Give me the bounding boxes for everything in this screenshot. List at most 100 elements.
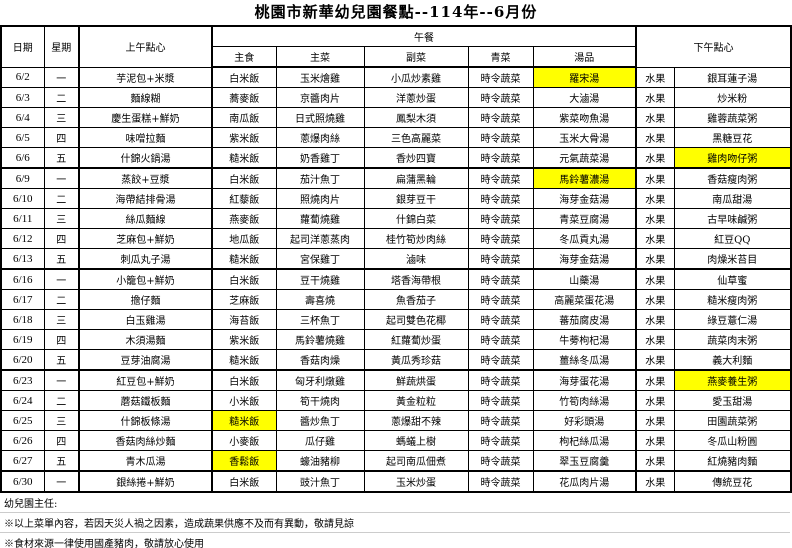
cell-soup: 羅宋湯 [532,66,637,88]
table-row: 6/13 五刺瓜丸子湯 糙米飯 宮保雞丁 滷味 時令蔬菜 海芽金菇湯 水果 肉燥米苔目 [0,248,792,270]
cell-weekday: 五 [43,349,80,371]
cell-side-dish: 起司雙色花椰 [363,309,469,330]
header-lunch: 午餐 [210,25,637,47]
menu-table: 日期 星期 上午點心 午餐 下午點心 主食 主菜 副菜 青菜 湯品 6/2 一芋泥… [0,25,792,493]
table-row: 6/5 四味噌拉麵 紫米飯 蔥爆肉絲 三色高麗菜 時令蔬菜 玉米大骨湯 水果 黑糖豆花 [0,127,792,148]
cell-morning-snack: 擔仔麵 [78,289,213,310]
cell-afternoon-snack: 香菇瘦肉粥 [673,167,792,189]
cell-vegetable: 時令蔬菜 [467,349,534,371]
cell-staple: 紅藜飯 [211,188,277,209]
table-row: 6/17 二擔仔麵 芝麻飯 壽喜燒 魚香茄子 時令蔬菜 高麗菜蛋花湯 水果 糙米瘦肉粥 [0,289,792,310]
header-morning-snack: 上午點心 [78,25,213,68]
table-row: 6/26 四香菇肉絲炒麵 小麥飯 瓜仔雞 螞蟻上樹 時令蔬菜 枸杞絲瓜湯 水果 冬瓜山粉圓 [0,430,792,451]
cell-vegetable: 時令蔬菜 [467,289,534,310]
cell-weekday: 五 [43,248,80,270]
table-row: 6/16 一小籠包+鮮奶 白米飯 豆干燒雞 塔香海帶根 時令蔬菜 山藥湯 水果 仙草蜜 [0,268,792,290]
cell-afternoon-snack: 綠豆薏仁湯 [673,309,792,330]
cell-afternoon-snack: 雞蓉蔬菜粥 [673,107,792,128]
table-row: 6/4 三慶生蛋糕+鮮奶 南瓜飯 日式照燒雞 鳳梨木須 時令蔬菜 紫菜吻魚湯 水果 雞蓉蔬菜粥 [0,107,792,128]
cell-soup: 海芽金菇湯 [532,248,637,270]
cell-side-dish: 銀芽豆干 [363,188,469,209]
cell-main-dish: 馬鈴薯燒雞 [275,329,365,350]
table-row: 6/19 四木須湯麵 紫米飯 馬鈴薯燒雞 紅蘿蔔炒蛋 時令蔬菜 牛蒡枸杞湯 水果 蔬菜肉末粥 [0,329,792,350]
cell-soup: 山藥湯 [532,268,637,290]
page-title: 桃園市新華幼兒園餐點--114年--6月份 [254,3,538,21]
cell-main-dish: 香菇肉燥 [275,349,365,371]
cell-morning-snack: 芋泥包+米漿 [78,66,213,88]
cell-main-dish: 壽喜燒 [275,289,365,310]
table-row: 6/11 三絲瓜麵線 燕麥飯 蘿蔔燒雞 什錦白菜 時令蔬菜 青菜豆腐湯 水果 古早味鹹粥 [0,208,792,229]
cell-fruit: 水果 [635,470,675,493]
cell-soup: 大滷湯 [532,87,637,108]
cell-main-dish: 起司洋蔥蒸肉 [275,228,365,249]
cell-weekday: 一 [43,470,80,493]
header-staple: 主食 [211,46,277,68]
header-date: 日期 [0,25,45,68]
cell-staple: 紫米飯 [211,329,277,350]
table-row: 6/23 一紅豆包+鮮奶 白米飯 匈牙利燉雞 鮮蔬烘蛋 時令蔬菜 海芽蛋花湯 水果 燕麥養生粥 [0,369,792,391]
cell-date: 6/17 [0,289,45,310]
cell-fruit: 水果 [635,228,675,249]
cell-main-dish: 蠔油豬柳 [275,450,365,472]
cell-vegetable: 時令蔬菜 [467,208,534,229]
cell-main-dish: 奶香雞丁 [275,147,365,169]
cell-date: 6/2 [0,66,45,88]
cell-afternoon-snack: 燕麥養生粥 [673,369,792,391]
cell-side-dish: 洋蔥炒蛋 [363,87,469,108]
cell-vegetable: 時令蔬菜 [467,450,534,472]
cell-morning-snack: 豆芽油腐湯 [78,349,213,371]
cell-soup: 薑絲冬瓜湯 [532,349,637,371]
cell-date: 6/26 [0,430,45,451]
cell-staple: 白米飯 [211,470,277,493]
cell-weekday: 四 [43,228,80,249]
cell-soup: 牛蒡枸杞湯 [532,329,637,350]
cell-side-dish: 桂竹筍炒肉絲 [363,228,469,249]
cell-staple: 糙米飯 [211,410,277,431]
cell-morning-snack: 絲瓜麵線 [78,208,213,229]
cell-vegetable: 時令蔬菜 [467,127,534,148]
cell-weekday: 一 [43,268,80,290]
cell-weekday: 一 [43,167,80,189]
cell-afternoon-snack: 黑糖豆花 [673,127,792,148]
cell-morning-snack: 芝麻包+鮮奶 [78,228,213,249]
table-row: 6/30 一銀絲捲+鮮奶 白米飯 豉汁魚丁 玉米炒蛋 時令蔬菜 花瓜肉片湯 水果 傳統豆花 [0,470,792,493]
cell-fruit: 水果 [635,268,675,290]
note-substitution: ※以上菜單內容，若因天災人禍之因素，造成蔬果供應不及而有異動，敬請見諒 [0,512,790,533]
cell-main-dish: 醬炒魚丁 [275,410,365,431]
cell-side-dish: 玉米炒蛋 [363,470,469,493]
cell-side-dish: 扁蒲黑輪 [363,167,469,189]
cell-main-dish: 豆干燒雞 [275,268,365,290]
cell-weekday: 五 [43,147,80,169]
cell-date: 6/27 [0,450,45,472]
cell-afternoon-snack: 仙草蜜 [673,268,792,290]
cell-date: 6/10 [0,188,45,209]
table-row: 6/3 二麵線糊 蕎麥飯 京醬肉片 洋蔥炒蛋 時令蔬菜 大滷湯 水果 炒米粉 [0,87,792,108]
cell-soup: 元氣蔬菜湯 [532,147,637,169]
cell-weekday: 一 [43,66,80,88]
cell-date: 6/16 [0,268,45,290]
cell-soup: 枸杞絲瓜湯 [532,430,637,451]
table-row: 6/24 二蘑菇鐵板麵 小米飯 筍干燒肉 黃金粒粒 時令蔬菜 竹筍肉絲湯 水果 愛玉甜湯 [0,390,792,411]
cell-weekday: 四 [43,430,80,451]
cell-date: 6/30 [0,470,45,493]
cell-date: 6/25 [0,410,45,431]
cell-morning-snack: 蘑菇鐵板麵 [78,390,213,411]
cell-soup: 玉米大骨湯 [532,127,637,148]
cell-date: 6/6 [0,147,45,169]
cell-fruit: 水果 [635,127,675,148]
cell-vegetable: 時令蔬菜 [467,188,534,209]
cell-side-dish: 魚香茄子 [363,289,469,310]
cell-side-dish: 紅蘿蔔炒蛋 [363,329,469,350]
cell-staple: 香鬆飯 [211,450,277,472]
cell-staple: 白米飯 [211,268,277,290]
header-main-dish: 主菜 [275,46,365,68]
cell-vegetable: 時令蔬菜 [467,390,534,411]
cell-morning-snack: 銀絲捲+鮮奶 [78,470,213,493]
cell-soup: 翠玉豆腐羹 [532,450,637,472]
cell-vegetable: 時令蔬菜 [467,167,534,189]
cell-morning-snack: 慶生蛋糕+鮮奶 [78,107,213,128]
cell-afternoon-snack: 紅燒豬肉麵 [673,450,792,472]
cell-side-dish: 蔥爆甜不辣 [363,410,469,431]
cell-soup: 冬瓜貢丸湯 [532,228,637,249]
cell-date: 6/18 [0,309,45,330]
